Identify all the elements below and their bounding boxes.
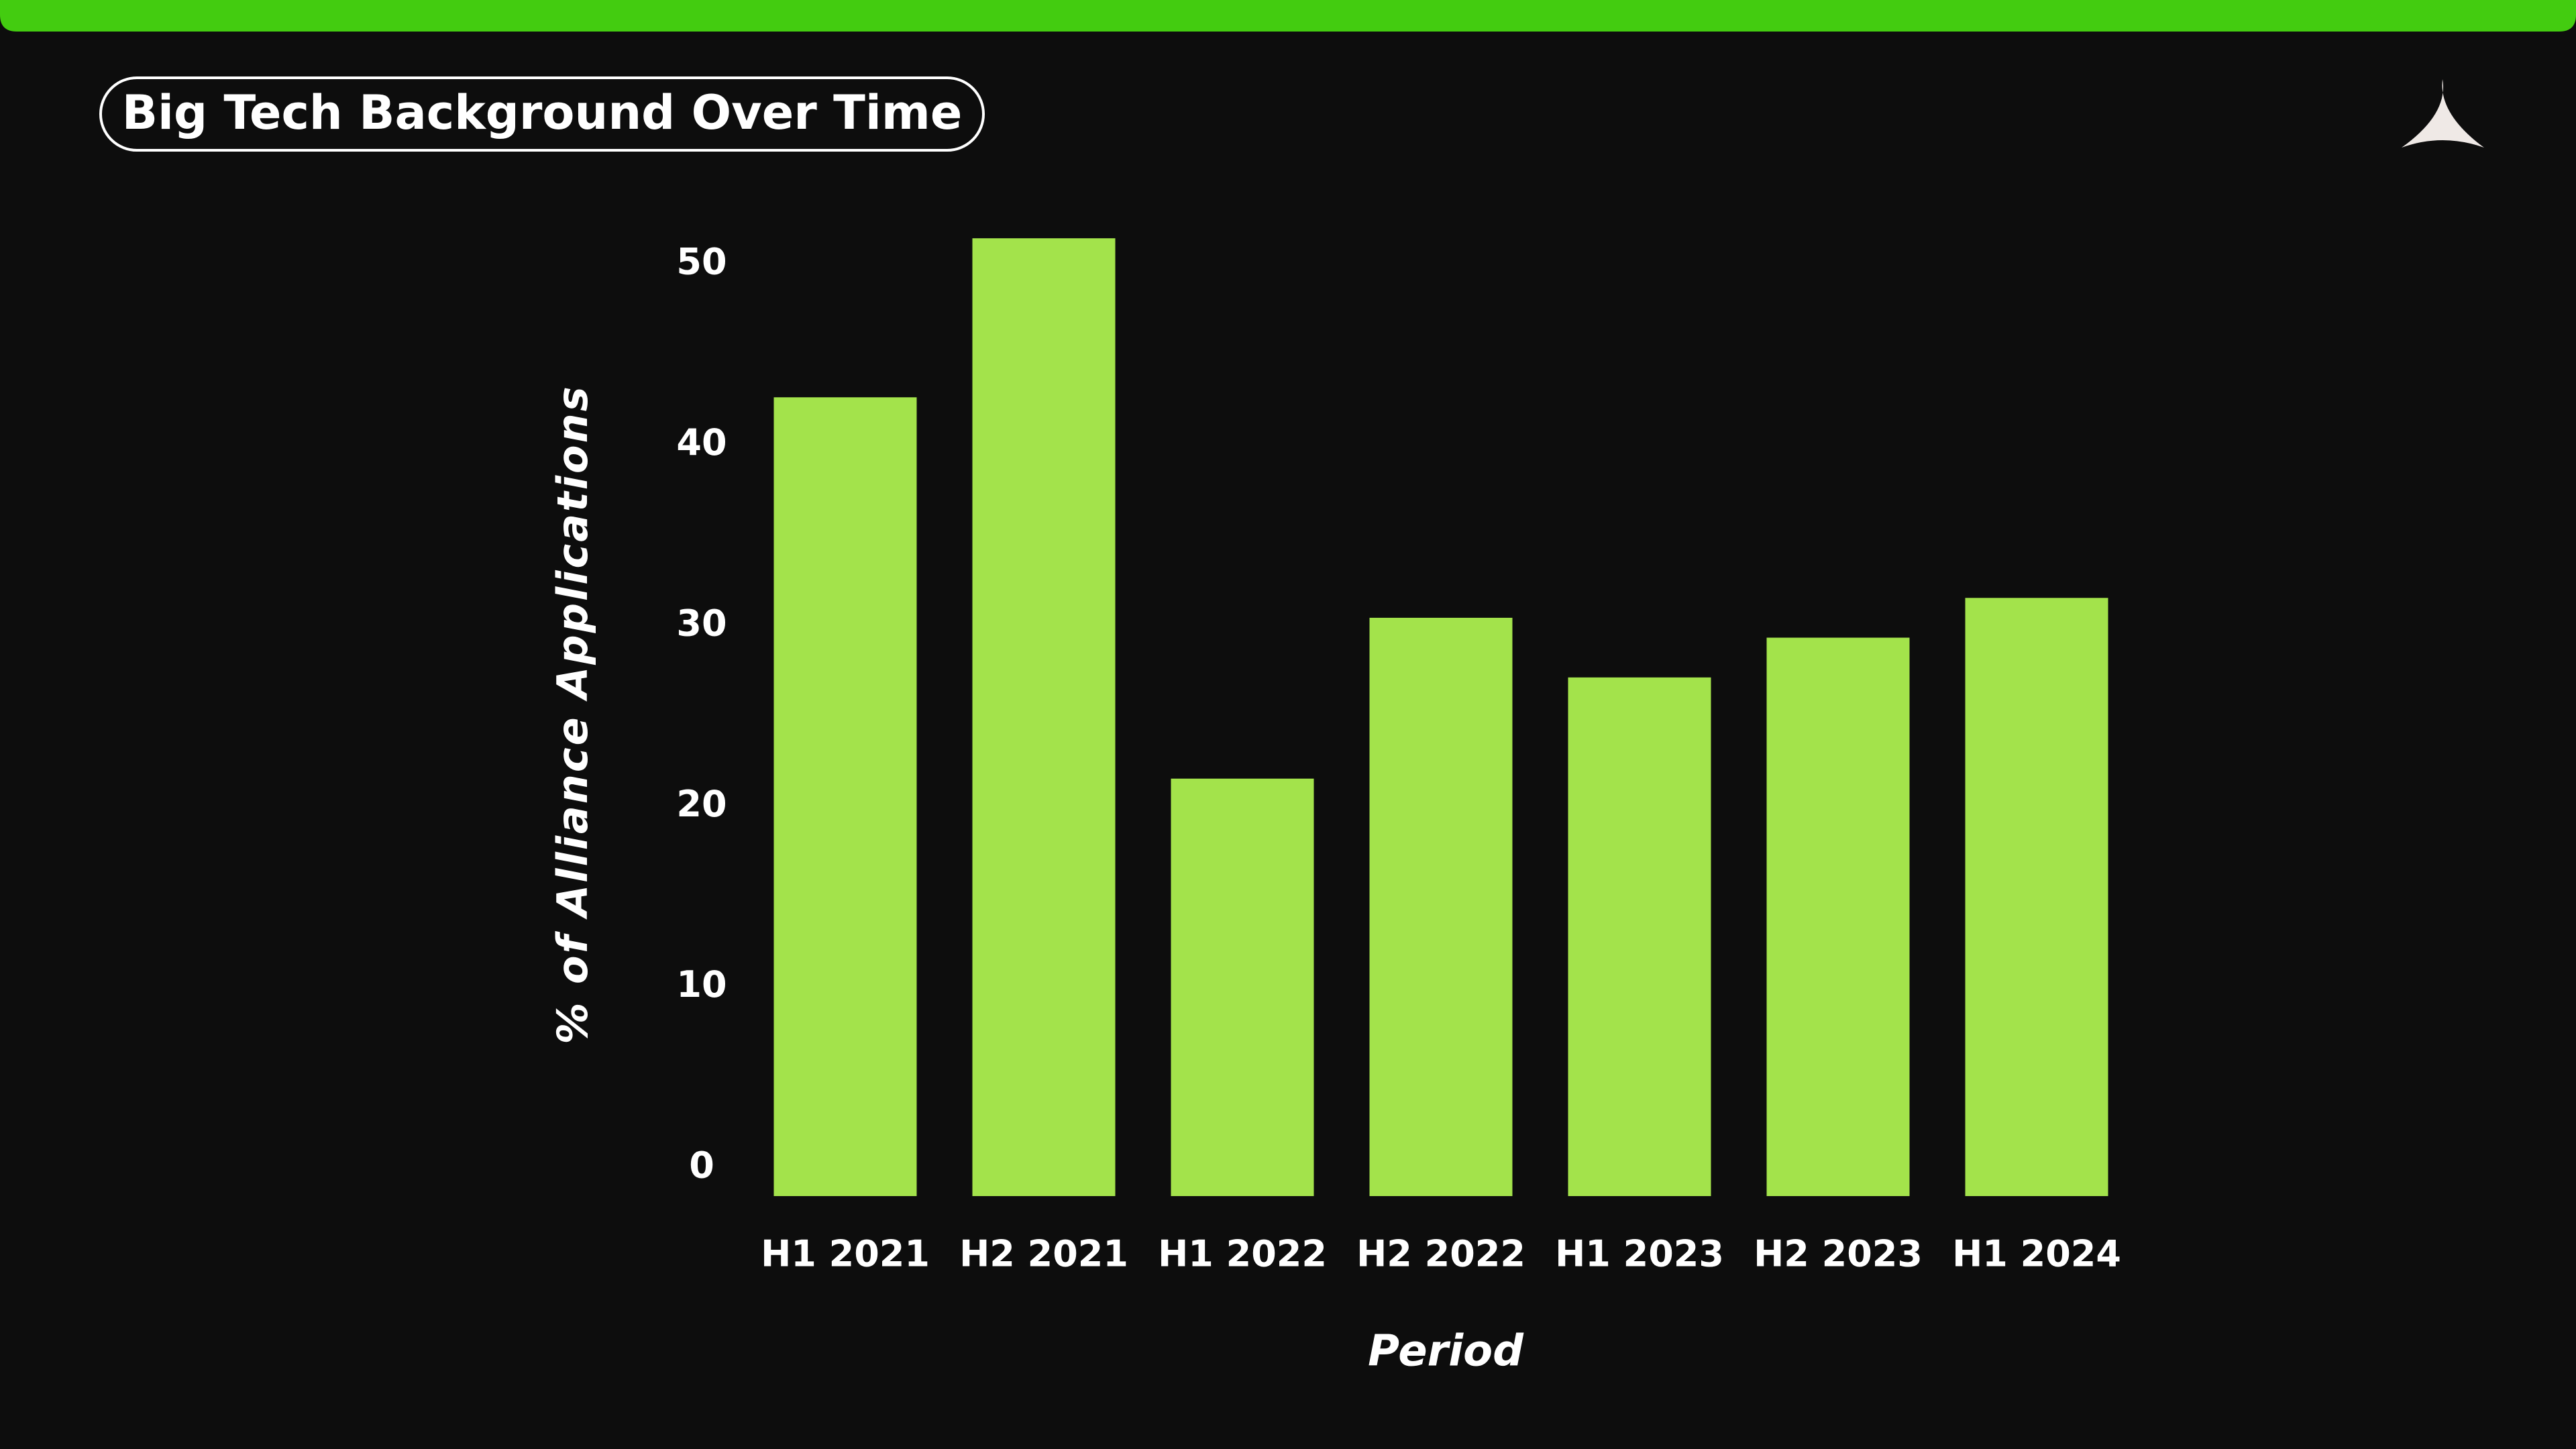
logo xyxy=(2402,79,2484,148)
y-tick-label: 10 xyxy=(676,963,727,1006)
bar xyxy=(1965,598,2108,1196)
x-tick-label: H1 2021 xyxy=(761,1233,930,1275)
x-tick-label: H2 2022 xyxy=(1356,1233,1525,1275)
x-axis-title: Period xyxy=(1368,1327,1524,1377)
y-tick-label: 20 xyxy=(676,783,727,825)
y-tick-label: 50 xyxy=(676,241,727,283)
x-tick-label: H2 2023 xyxy=(1754,1233,1923,1275)
bar xyxy=(773,397,917,1197)
title-pill xyxy=(99,76,985,152)
y-tick-label: 0 xyxy=(689,1144,714,1187)
x-tick-label: H1 2023 xyxy=(1555,1233,1724,1275)
bar xyxy=(1369,617,1513,1196)
chart-title: Big Tech Background Over Time xyxy=(122,85,963,140)
x-tick-label: H2 2021 xyxy=(959,1233,1128,1275)
bar xyxy=(972,238,1116,1197)
y-tick-label: 40 xyxy=(676,421,727,464)
bar xyxy=(1171,778,1314,1196)
y-axis-title: % of Alliance Applications xyxy=(548,384,597,1044)
bar xyxy=(1766,637,1910,1196)
top-bar xyxy=(0,0,2576,32)
x-tick-label: H1 2022 xyxy=(1158,1233,1327,1275)
x-tick-label: H1 2024 xyxy=(1952,1233,2121,1275)
bar xyxy=(1568,677,1711,1196)
y-tick-label: 30 xyxy=(676,602,727,644)
